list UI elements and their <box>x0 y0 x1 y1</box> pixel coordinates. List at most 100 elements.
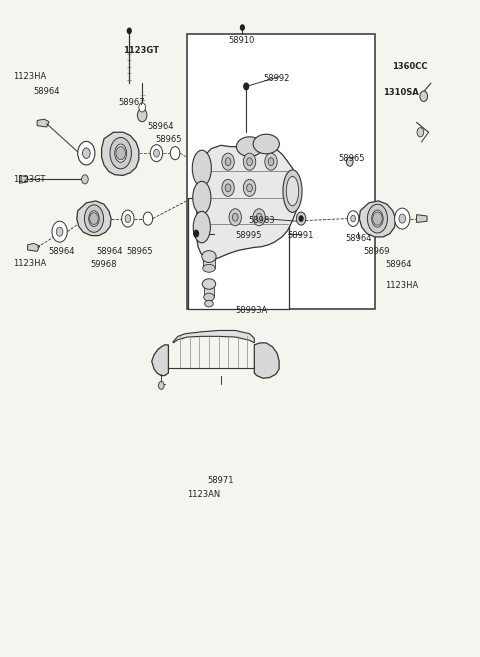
Circle shape <box>243 179 256 196</box>
Circle shape <box>225 184 231 192</box>
Bar <box>206 297 211 304</box>
Circle shape <box>347 157 353 166</box>
Circle shape <box>268 158 274 166</box>
Ellipse shape <box>89 211 99 227</box>
Polygon shape <box>173 330 254 343</box>
Ellipse shape <box>253 134 279 154</box>
Circle shape <box>137 108 147 122</box>
Text: 58993A: 58993A <box>235 306 267 315</box>
Ellipse shape <box>115 144 127 162</box>
Ellipse shape <box>202 279 216 289</box>
Ellipse shape <box>204 300 213 307</box>
Text: 58964: 58964 <box>345 234 372 242</box>
Circle shape <box>56 227 63 237</box>
Bar <box>189 198 288 309</box>
Circle shape <box>90 213 98 225</box>
Polygon shape <box>196 142 298 260</box>
Circle shape <box>139 102 145 112</box>
Circle shape <box>417 127 424 137</box>
Ellipse shape <box>202 251 216 262</box>
Ellipse shape <box>193 212 210 243</box>
Text: 58969: 58969 <box>363 247 390 256</box>
Ellipse shape <box>84 205 104 233</box>
Polygon shape <box>37 119 49 127</box>
Polygon shape <box>360 201 396 237</box>
Ellipse shape <box>367 204 387 233</box>
Circle shape <box>240 25 244 30</box>
Circle shape <box>116 147 125 160</box>
Text: 1123HA: 1123HA <box>13 72 47 81</box>
Polygon shape <box>417 215 427 223</box>
Text: 58992: 58992 <box>263 74 289 83</box>
Polygon shape <box>254 343 279 378</box>
Ellipse shape <box>372 210 383 227</box>
Text: 1360CC: 1360CC <box>392 62 427 72</box>
Text: 58983: 58983 <box>249 216 275 225</box>
Text: 58965: 58965 <box>126 247 153 256</box>
Text: 58971: 58971 <box>207 476 234 485</box>
Circle shape <box>121 210 134 227</box>
Text: 58964: 58964 <box>97 247 123 256</box>
Circle shape <box>420 91 428 101</box>
Circle shape <box>372 212 382 225</box>
Text: 58910: 58910 <box>228 36 255 45</box>
Ellipse shape <box>286 176 299 206</box>
Circle shape <box>127 28 131 34</box>
Ellipse shape <box>193 181 211 214</box>
Circle shape <box>253 209 265 226</box>
Circle shape <box>143 212 153 225</box>
Circle shape <box>247 158 252 166</box>
Text: 58964: 58964 <box>48 247 75 256</box>
Circle shape <box>296 212 306 225</box>
Circle shape <box>299 216 303 221</box>
Circle shape <box>52 221 67 242</box>
Circle shape <box>232 214 238 221</box>
Text: 58965: 58965 <box>155 135 181 144</box>
Text: 58991: 58991 <box>288 231 314 240</box>
Circle shape <box>222 153 234 170</box>
Text: 58964: 58964 <box>147 122 174 131</box>
Circle shape <box>229 209 241 226</box>
Polygon shape <box>77 201 111 236</box>
Polygon shape <box>152 345 168 376</box>
Ellipse shape <box>110 137 132 169</box>
Circle shape <box>399 214 406 223</box>
Text: 1310SA: 1310SA <box>383 89 419 97</box>
Ellipse shape <box>192 150 211 186</box>
Text: 59968: 59968 <box>90 260 117 269</box>
Circle shape <box>395 208 410 229</box>
Bar <box>204 284 214 297</box>
Text: 58965: 58965 <box>338 154 365 163</box>
Ellipse shape <box>237 137 263 156</box>
Circle shape <box>351 215 356 222</box>
Circle shape <box>170 147 180 160</box>
Ellipse shape <box>203 264 215 272</box>
Circle shape <box>82 175 88 184</box>
Bar <box>203 256 215 268</box>
Ellipse shape <box>204 293 214 301</box>
Text: 58995: 58995 <box>235 231 262 240</box>
Text: 58964: 58964 <box>34 87 60 96</box>
Text: 1123AN: 1123AN <box>188 489 221 499</box>
Circle shape <box>158 382 164 390</box>
Circle shape <box>154 149 159 157</box>
Polygon shape <box>102 132 139 175</box>
Circle shape <box>83 148 90 158</box>
Polygon shape <box>20 175 28 183</box>
Circle shape <box>348 211 359 227</box>
Circle shape <box>243 153 256 170</box>
Circle shape <box>247 184 252 192</box>
Circle shape <box>256 214 262 221</box>
Circle shape <box>222 179 234 196</box>
Ellipse shape <box>283 170 302 212</box>
Circle shape <box>150 145 163 162</box>
Circle shape <box>78 141 95 165</box>
Text: 1123HA: 1123HA <box>385 281 419 290</box>
Polygon shape <box>28 244 39 251</box>
Circle shape <box>265 153 277 170</box>
Bar <box>187 34 375 309</box>
Circle shape <box>194 231 199 237</box>
Circle shape <box>244 83 249 90</box>
Text: 58964: 58964 <box>385 260 412 269</box>
Text: 1123HA: 1123HA <box>13 259 47 267</box>
